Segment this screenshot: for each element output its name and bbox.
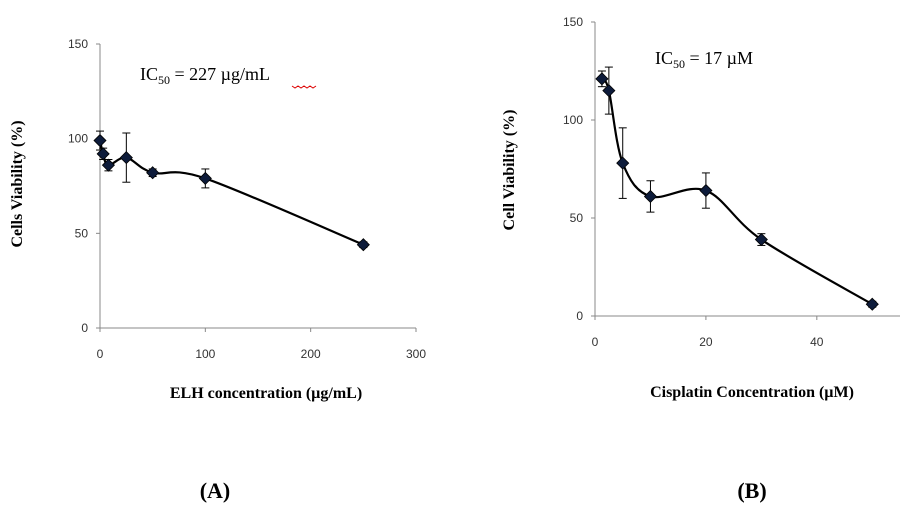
data-point bbox=[595, 72, 609, 86]
data-point bbox=[754, 232, 768, 247]
ic50-annotation: IC50 = 17 µM bbox=[655, 48, 753, 71]
y-axis-title: Cell Viability (%) bbox=[501, 110, 518, 231]
ic50-annotation: IC50 = 227 µg/mL bbox=[140, 64, 270, 87]
data-point bbox=[356, 238, 370, 252]
ic50-prefix: IC bbox=[655, 48, 673, 68]
y-tick-label: 100 bbox=[563, 113, 583, 127]
panel-label: (B) bbox=[737, 478, 766, 503]
panel-label: (A) bbox=[200, 478, 231, 503]
data-point bbox=[643, 189, 658, 204]
ic50-value: = 17 µM bbox=[685, 48, 753, 68]
x-tick-label: 300 bbox=[406, 347, 426, 361]
series-line bbox=[600, 78, 873, 306]
y-tick-label: 50 bbox=[75, 226, 89, 240]
y-tick-label: 150 bbox=[563, 15, 583, 29]
data-point bbox=[602, 84, 616, 98]
y-tick-label: 100 bbox=[68, 132, 88, 146]
spellcheck-squiggle bbox=[291, 85, 317, 89]
y-axis-title: Cells Viability (%) bbox=[9, 120, 26, 247]
x-tick-label: 0 bbox=[97, 347, 104, 361]
data-point bbox=[699, 183, 713, 198]
data-point bbox=[146, 166, 160, 180]
series-line bbox=[98, 140, 364, 246]
data-point bbox=[93, 133, 107, 148]
data-point bbox=[198, 171, 212, 185]
ic50-prefix: IC bbox=[140, 64, 158, 84]
x-axis-title: Cisplatin Concentration (µM) bbox=[650, 384, 854, 401]
data-point bbox=[616, 156, 630, 170]
data-point bbox=[119, 151, 133, 165]
data-point bbox=[865, 297, 879, 311]
x-tick-label: 100 bbox=[195, 347, 215, 361]
chart-panel-a: 0 50 100 150 0 100 200 300 ELH concentration (µg… bbox=[9, 37, 426, 503]
ic50-subscript: 50 bbox=[158, 73, 170, 87]
x-tick-label: 200 bbox=[301, 347, 321, 361]
x-tick-label: 0 bbox=[592, 335, 599, 349]
data-point bbox=[101, 158, 115, 172]
x-tick-label: 20 bbox=[699, 335, 713, 349]
ic50-subscript: 50 bbox=[673, 57, 685, 71]
data-point bbox=[96, 147, 110, 161]
y-tick-label: 0 bbox=[81, 321, 88, 335]
y-tick-label: 0 bbox=[576, 309, 583, 323]
chart-panel-b: 0 50 100 150 0 20 40 Cisplatin Concentration (µ… bbox=[501, 15, 900, 503]
y-tick-label: 50 bbox=[570, 211, 584, 225]
y-tick-label: 150 bbox=[68, 37, 88, 51]
x-axis-title: ELH concentration (µg/mL) bbox=[170, 385, 362, 402]
x-tick-label: 40 bbox=[810, 335, 824, 349]
ic50-value: = 227 µg/mL bbox=[170, 64, 270, 84]
